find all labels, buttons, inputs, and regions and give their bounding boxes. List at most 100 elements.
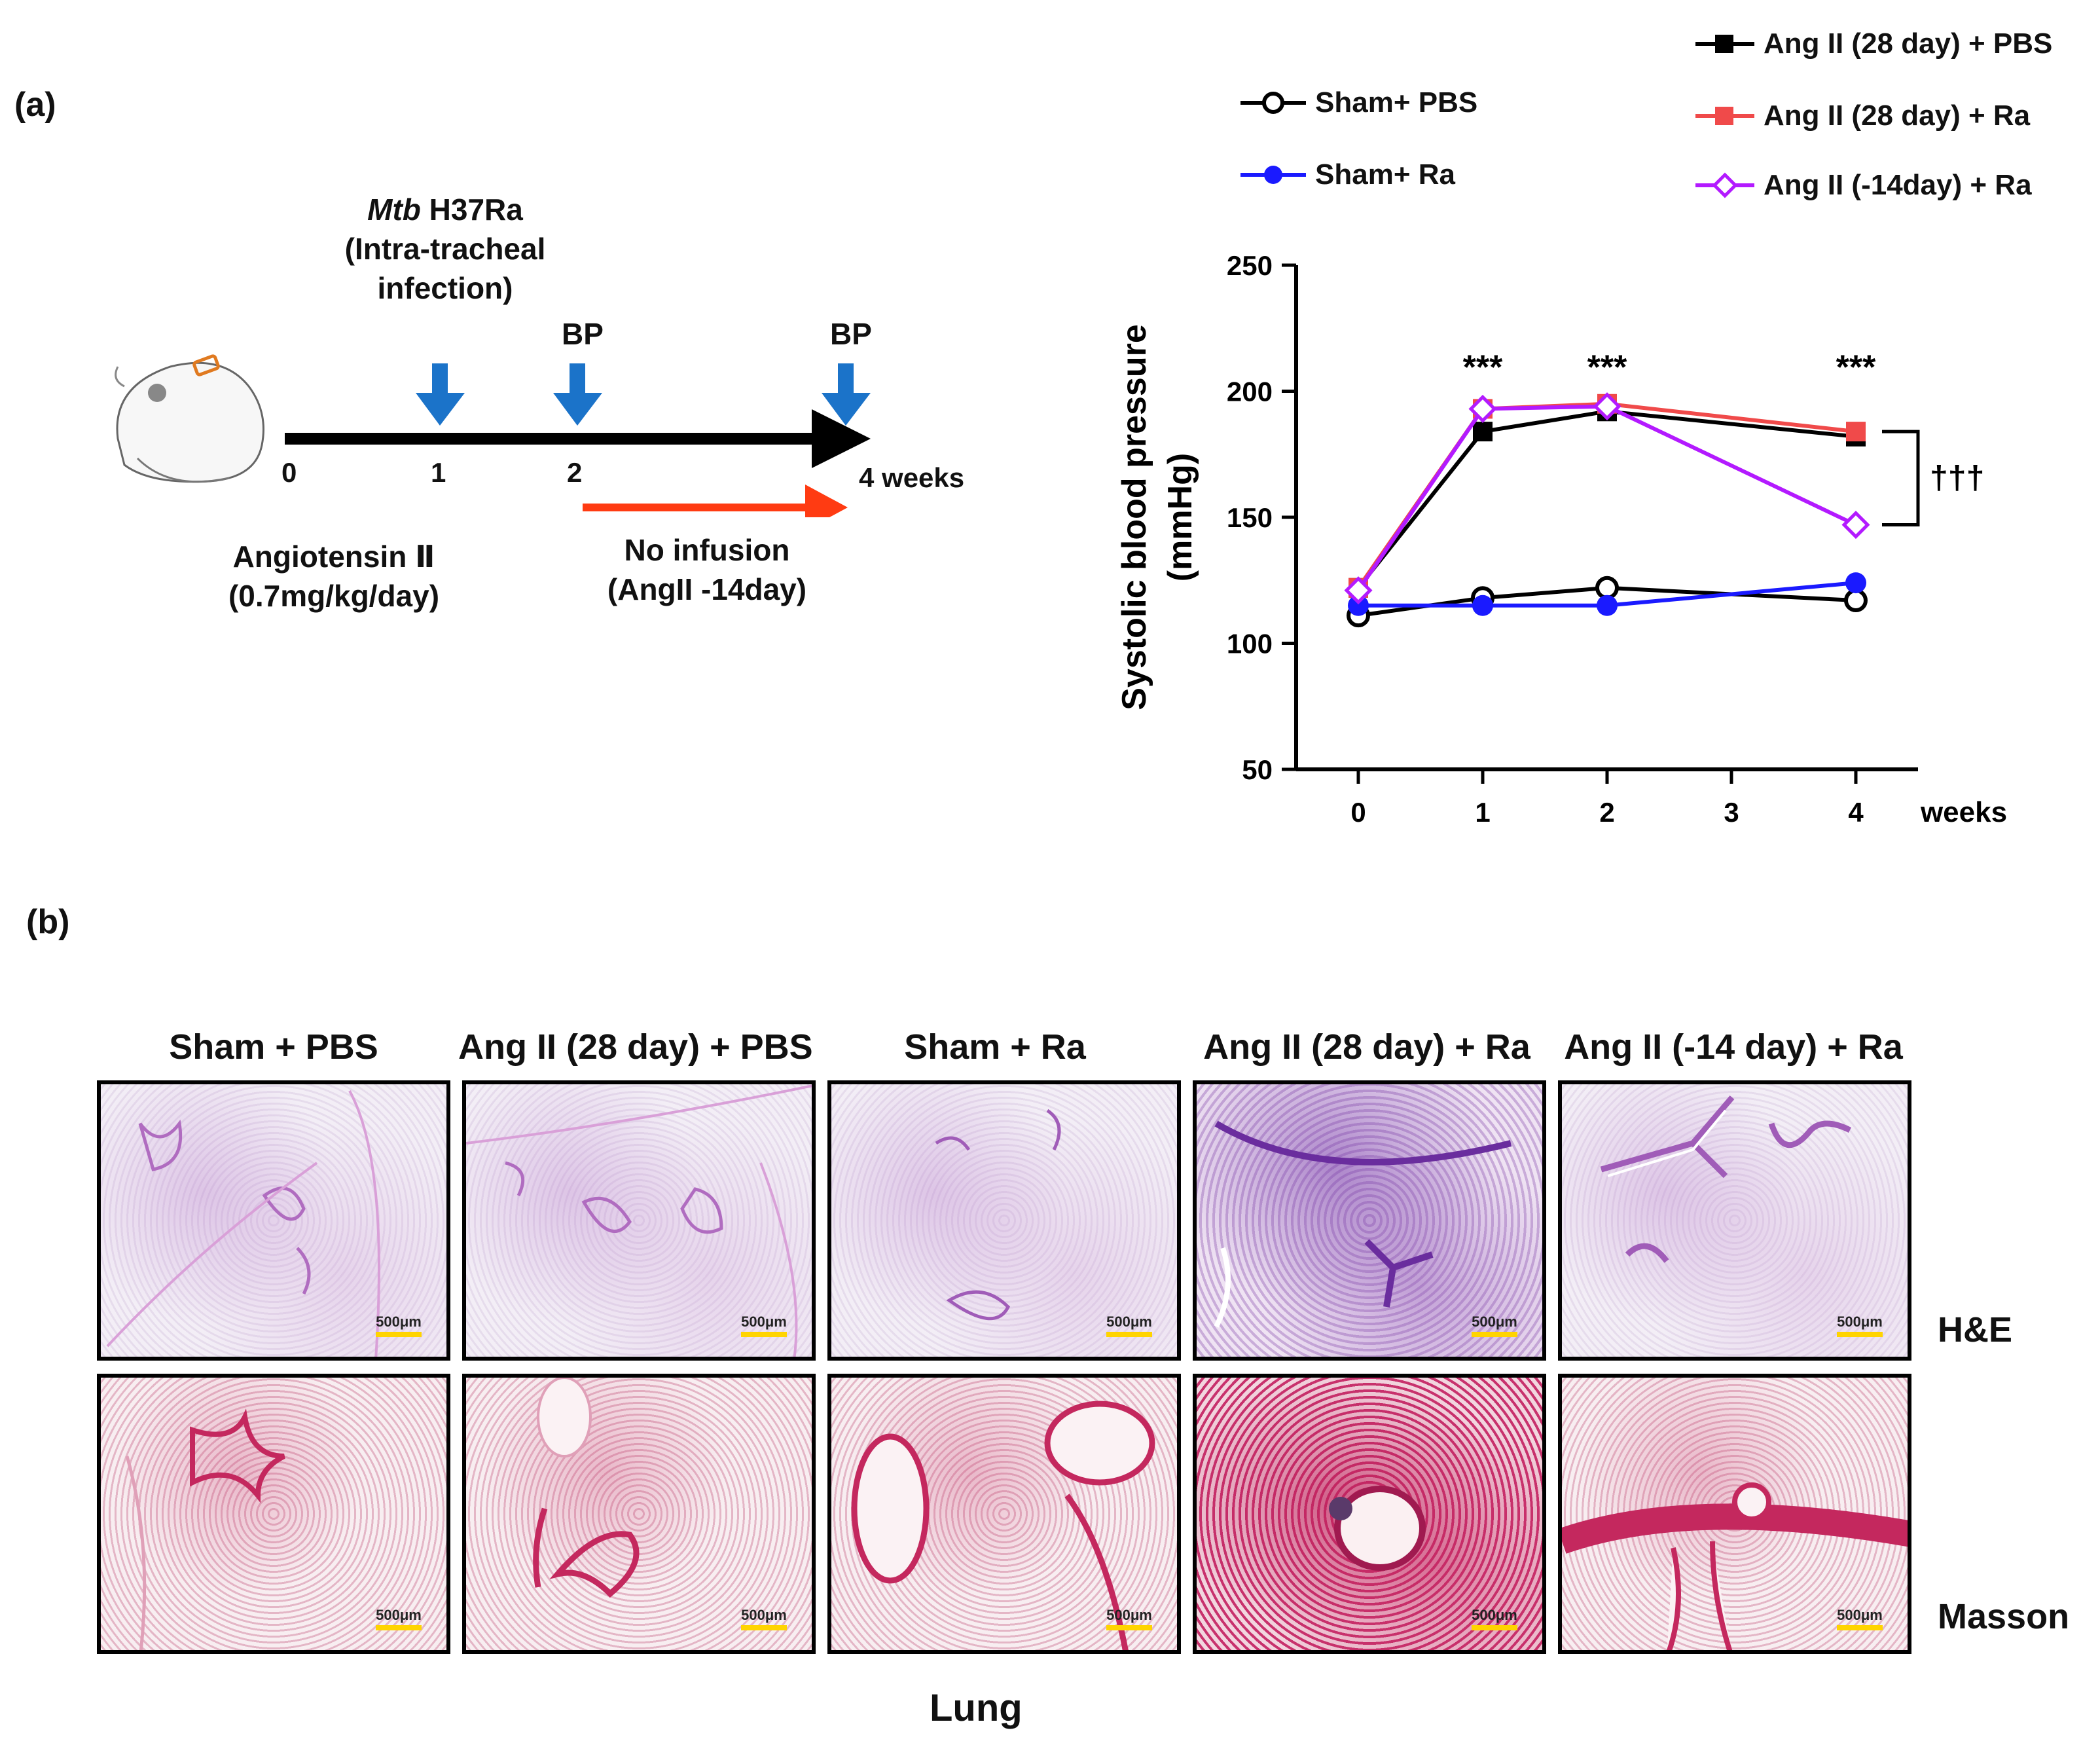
column-title-ang28-pbs: Ang II (28 day) + PBS — [458, 1027, 813, 1067]
scale-bar: 500μm — [741, 1313, 787, 1337]
micrograph-masson-sham-pbs: 500μm — [97, 1374, 450, 1654]
micrograph-he-ang14-ra: 500μm — [1558, 1080, 1911, 1361]
y-tick-label: 50 — [1242, 754, 1273, 785]
infection-title-rest: H37Ra — [420, 193, 523, 227]
scale-bar: 500μm — [1472, 1313, 1517, 1337]
no-infusion-line1: No infusion — [624, 533, 790, 567]
bp-chart: 50 100 150 200 250 0 1 2 3 4 weeks Systolic blood p… — [1115, 250, 2007, 828]
data-point-3-3 — [1846, 422, 1866, 442]
series-line-4 — [1356, 404, 1857, 592]
significance-stars-2: *** — [1836, 348, 1876, 386]
panel-a-label: (a) — [14, 86, 56, 124]
scale-bar: 500μm — [1106, 1313, 1152, 1337]
y-tick-label: 150 — [1227, 502, 1273, 533]
micrograph-he-ang28-pbs: 500μm — [462, 1080, 816, 1361]
legend-label: Ang II (-14day) + Ra — [1764, 169, 2032, 201]
timeline-tick-1: 1 — [431, 457, 446, 488]
data-point-1-3 — [1845, 572, 1866, 594]
micrograph-masson-ang28-pbs: 500μm — [462, 1374, 816, 1654]
bp-arrow-week4-icon — [822, 363, 871, 426]
scale-bar: 500μm — [376, 1313, 422, 1337]
series-line-1 — [1358, 581, 1856, 608]
micrograph-masson-ang14-ra: 500μm — [1558, 1374, 1911, 1654]
significance-stars-1: *** — [1587, 348, 1627, 386]
micrograph-he-ang28-ra: 500μm — [1193, 1080, 1546, 1361]
bp-label-week2: BP — [562, 317, 604, 351]
legend-marker-open-diamond-icon — [1695, 172, 1754, 198]
data-point-1-1 — [1472, 595, 1493, 616]
infection-line3: infection) — [377, 271, 513, 305]
timeline-tick-4: 4 weeks — [859, 462, 965, 493]
x-axis-label: weeks — [1920, 796, 2007, 828]
figure-footer-lung: Lung — [930, 1687, 1023, 1729]
y-tick-label: 250 — [1227, 250, 1273, 281]
angiotensin-line1: Angiotensin Ⅱ — [232, 540, 435, 574]
column-title-sham-pbs: Sham + PBS — [169, 1027, 378, 1067]
legend-ang14-ra: Ang II (-14day) + Ra — [1695, 162, 2032, 208]
micrograph-masson-sham-ra: 500μm — [827, 1374, 1181, 1654]
scale-bar: 500μm — [1837, 1313, 1883, 1337]
column-title-ang14-ra: Ang II (-14 day) + Ra — [1564, 1027, 1903, 1067]
infection-title: Mtb H37Ra (Intra-tracheal infection) — [308, 190, 583, 308]
data-point-1-2 — [1597, 595, 1618, 616]
no-infusion-arrowhead — [805, 485, 848, 517]
chart-annotations: *** *** *** ††† — [1463, 348, 1984, 527]
scale-bar: 500μm — [741, 1607, 787, 1630]
panel-b-label: (b) — [26, 903, 70, 941]
data-point-0-3 — [1844, 589, 1868, 613]
chart-axes: 50 100 150 200 250 0 1 2 3 4 weeks Systolic blood p… — [1115, 250, 2007, 828]
data-point-4-1 — [1468, 394, 1497, 423]
data-point-4-0 — [1344, 576, 1373, 605]
micrograph-masson-ang28-ra: 500μm — [1193, 1374, 1546, 1654]
row-label-he: H&E — [1938, 1310, 2013, 1349]
legend-marker-filled-circle-icon — [1240, 166, 1306, 184]
legend-label: Sham+ Ra — [1315, 158, 1455, 191]
legend-sham-pbs: Sham+ PBS — [1240, 80, 1477, 126]
dagger-bracket — [1882, 430, 1920, 527]
data-point-2-1 — [1473, 422, 1493, 442]
legend-marker-black-square-icon — [1695, 35, 1754, 53]
scale-bar-text: 500μm — [1837, 1607, 1883, 1623]
scale-bar: 500μm — [376, 1607, 422, 1630]
legend-ang28-ra: Ang II (28 day) + Ra — [1695, 93, 2030, 139]
legend-sham-ra: Sham+ Ra — [1240, 152, 1455, 198]
mouse-illustration — [115, 354, 264, 483]
dagger-significance: ††† — [1930, 459, 1984, 496]
legend-ang28-pbs: Ang II (28 day) + PBS — [1695, 21, 2052, 67]
significance-stars-0: *** — [1463, 348, 1503, 386]
infection-title-italic: Mtb — [367, 193, 421, 227]
y-tick-label: 200 — [1227, 376, 1273, 407]
chart-series — [1344, 392, 1870, 628]
legend-label: Ang II (28 day) + PBS — [1764, 28, 2053, 60]
scale-bar-text: 500μm — [1106, 1313, 1152, 1330]
bp-arrow-week2-icon — [553, 363, 602, 426]
y-axis-label: Systolic blood pressure — [1115, 324, 1153, 710]
timeline-diagram — [285, 363, 871, 517]
legend-marker-red-square-icon — [1695, 107, 1754, 125]
legend-label: Ang II (28 day) + Ra — [1764, 100, 2031, 132]
scale-bar-text: 500μm — [1472, 1313, 1517, 1330]
infection-arrow-icon — [416, 363, 465, 426]
micrograph-he-sham-pbs: 500μm — [97, 1080, 450, 1361]
scale-bar-text: 500μm — [1472, 1607, 1517, 1623]
scale-bar-text: 500μm — [1837, 1313, 1883, 1330]
y-tick-label: 100 — [1227, 629, 1273, 659]
scale-bar-text: 500μm — [741, 1607, 787, 1623]
scale-bar-text: 500μm — [376, 1607, 422, 1623]
x-tick-label: 3 — [1724, 797, 1739, 828]
scale-bar-text: 500μm — [741, 1313, 787, 1330]
column-title-sham-ra: Sham + Ra — [904, 1027, 1086, 1067]
legend-label: Sham+ PBS — [1315, 86, 1478, 119]
x-tick-label: 2 — [1599, 797, 1614, 828]
legend-marker-open-circle-icon — [1240, 92, 1306, 114]
no-infusion-line2: (AngII -14day) — [607, 572, 807, 606]
bp-label-week4: BP — [830, 317, 872, 351]
row-label-masson: Masson — [1938, 1597, 2070, 1636]
angiotensin-line2: (0.7mg/kg/day) — [228, 579, 440, 613]
data-point-4-2 — [1593, 392, 1621, 421]
column-title-ang28-ra: Ang II (28 day) + Ra — [1203, 1027, 1530, 1067]
angiotensin-label: Angiotensin Ⅱ (0.7mg/kg/day) — [196, 537, 471, 615]
infection-line2: (Intra-tracheal — [344, 232, 546, 266]
data-point-1-0 — [1348, 595, 1369, 616]
timeline-arrowhead — [812, 409, 871, 468]
